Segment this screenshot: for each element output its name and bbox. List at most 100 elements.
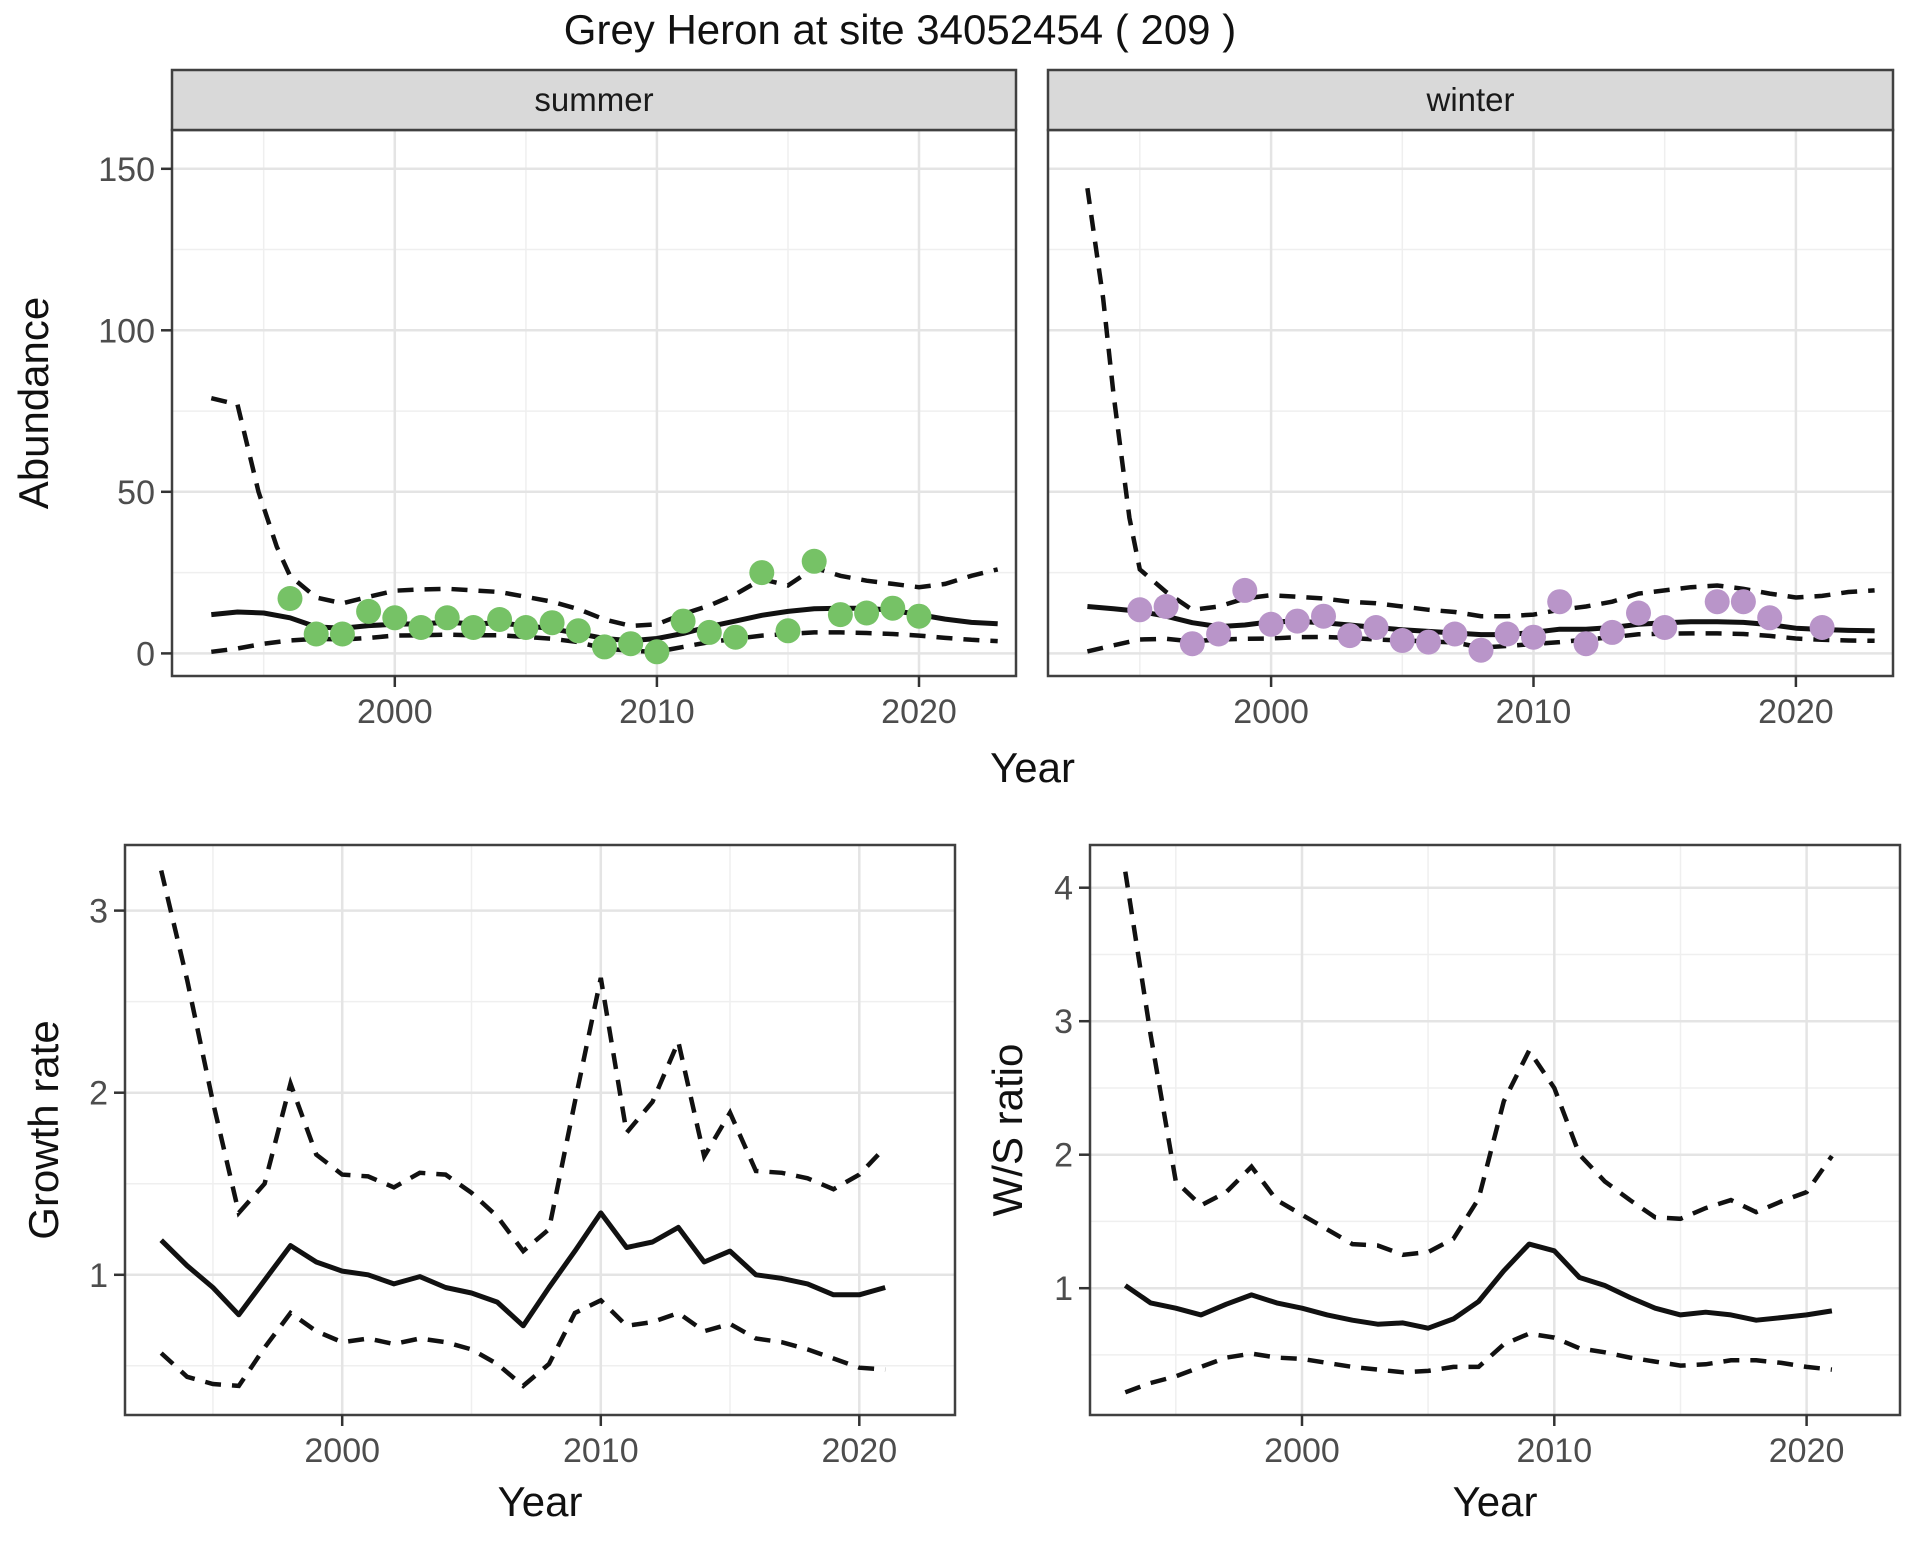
data-point	[1389, 628, 1415, 653]
facet-strip-winter-label: winter	[1426, 81, 1515, 118]
panel-growth_rate: 2000 2010 2020 1 2 3	[89, 843, 957, 1470]
tick-label: 2010	[619, 693, 695, 731]
facet-strip-summer-label: summer	[534, 81, 654, 118]
tick-label: 2010	[1496, 693, 1572, 731]
panel-background	[172, 130, 1016, 676]
x-axis-title-year-ws: Year	[1452, 1478, 1538, 1525]
data-point	[906, 603, 932, 629]
data-point	[1521, 624, 1546, 650]
data-point	[1416, 629, 1441, 655]
data-point	[827, 602, 853, 628]
ci-upper-line	[159, 869, 887, 1255]
data-point	[1599, 619, 1625, 645]
data-point	[539, 610, 565, 636]
data-point	[1337, 623, 1363, 649]
data-point	[408, 615, 434, 640]
tick-label: 2020	[1758, 693, 1834, 731]
data-point	[1258, 611, 1284, 637]
data-point	[696, 619, 722, 645]
y-axis-title-ws-ratio: W/S ratio	[984, 1043, 1031, 1217]
data-point	[434, 605, 460, 631]
data-point	[1626, 600, 1651, 626]
data-point	[1809, 615, 1835, 640]
data-point	[1442, 621, 1468, 647]
panel-ws_ratio: 2000 2010 2020 1 2 3 4	[1054, 843, 1902, 1470]
data-point	[801, 548, 827, 574]
data-point	[880, 595, 906, 621]
tick-label: 2	[1054, 1137, 1073, 1175]
panel-abundance_winter: 2000 2010 2020	[1046, 68, 1895, 731]
tick-label: 2020	[1769, 1432, 1845, 1470]
fit-line	[159, 1210, 886, 1329]
ci-lower-line	[159, 1297, 886, 1389]
data-point	[670, 608, 696, 634]
data-point	[303, 621, 329, 647]
tick-label: 2000	[1264, 1432, 1340, 1470]
data-point	[1704, 589, 1730, 615]
data-points	[1127, 577, 1835, 663]
data-point	[565, 618, 591, 644]
panel-abundance_summer: 2000 2010 2020 0 50 100 150	[98, 68, 1018, 731]
tick-label: 2020	[821, 1432, 897, 1470]
tick-label: 0	[136, 635, 155, 673]
data-point	[1730, 589, 1756, 615]
panel-border	[123, 843, 957, 1417]
data-point	[749, 560, 775, 586]
data-points	[277, 548, 932, 665]
tick-label: 1	[1054, 1270, 1073, 1308]
data-point	[487, 607, 513, 632]
data-point	[1179, 631, 1205, 657]
data-point	[460, 615, 486, 640]
data-point	[1652, 615, 1678, 640]
data-point	[1232, 577, 1258, 603]
data-point	[1547, 589, 1573, 615]
data-point	[1153, 594, 1179, 619]
data-point	[775, 618, 801, 644]
data-point	[1311, 603, 1336, 629]
tick-label: 3	[1054, 1003, 1073, 1041]
data-point	[723, 624, 748, 650]
data-point	[1284, 608, 1310, 634]
tick-label: 3	[89, 893, 108, 931]
fit-line	[1123, 1241, 1833, 1331]
tick-label: 150	[98, 151, 155, 189]
data-point	[277, 586, 303, 611]
facet-strip	[170, 68, 1018, 132]
page-title: Grey Heron at site 34052454 ( 209 )	[563, 6, 1237, 53]
data-point	[329, 621, 355, 647]
tick-label: 2000	[304, 1432, 380, 1470]
data-point	[1468, 637, 1494, 663]
tick-label: 2010	[1516, 1432, 1592, 1470]
x-axis-title-year-top: Year	[990, 744, 1075, 791]
tick-label: 1	[89, 1257, 108, 1295]
tick-label: 50	[117, 474, 155, 512]
y-axis-title-abundance: Abundance	[10, 296, 57, 510]
ci-upper-line	[1085, 187, 1875, 619]
ci-lower-line	[211, 630, 998, 655]
tick-label: 4	[1054, 870, 1073, 908]
data-point	[592, 634, 617, 660]
data-point	[1573, 631, 1599, 657]
data-point	[1363, 615, 1389, 640]
data-point	[356, 598, 382, 624]
data-point	[1757, 605, 1783, 631]
data-point	[644, 639, 670, 665]
ci-upper-line	[210, 396, 999, 629]
panel-border	[1088, 843, 1902, 1417]
data-point	[1127, 597, 1153, 623]
data-point	[382, 605, 408, 631]
data-point	[1206, 621, 1232, 647]
data-point	[618, 631, 644, 657]
data-point	[513, 615, 539, 640]
tick-label: 2000	[1233, 693, 1309, 731]
tick-label: 2010	[563, 1432, 639, 1470]
panel-background	[125, 845, 955, 1415]
data-point	[1494, 621, 1520, 647]
facet-strip	[1046, 68, 1895, 132]
data-point	[854, 600, 880, 626]
tick-label: 2020	[881, 693, 957, 731]
tick-label: 2	[89, 1075, 108, 1113]
tick-label: 100	[98, 312, 155, 350]
panel-background	[1048, 130, 1893, 676]
